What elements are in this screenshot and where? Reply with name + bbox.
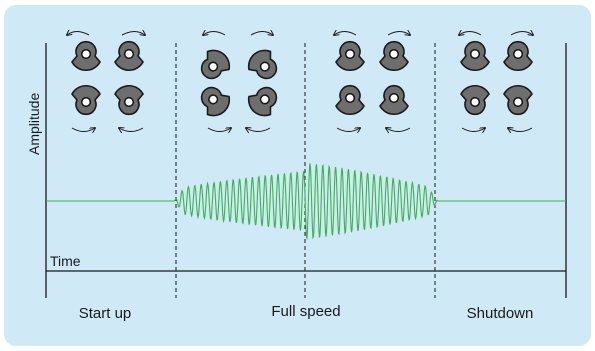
rotation-arrow-icon: [67, 32, 90, 36]
phase-label-fullspeed: Full speed: [271, 303, 340, 320]
rotation-arrow-icon: [203, 32, 226, 36]
eccentric-weight-icon: [335, 40, 365, 72]
eccentric-weight-icon: [379, 84, 409, 116]
eccentric-weight-icon: [503, 40, 533, 72]
phase-label-startup: Start up: [79, 305, 132, 322]
vibration-signal: [46, 163, 566, 241]
eccentric-weight-icon: [503, 84, 533, 116]
eccentric-weight-icon: [193, 80, 236, 122]
rotation-arrow-icon: [207, 128, 231, 132]
eccentric-weight-icon: [71, 40, 101, 72]
rotation-arrow-icon: [119, 128, 144, 132]
eccentric-weight-icon: [460, 40, 490, 72]
weights-fullspeed-late: [334, 32, 410, 132]
rotation-arrow-icon: [386, 128, 411, 132]
eccentric-weight-icon: [460, 84, 490, 116]
rotation-arrow-icon: [387, 32, 410, 36]
eccentric-weight-icon: [379, 40, 409, 72]
eccentric-weight-icon: [242, 44, 285, 86]
rotation-arrow-icon: [250, 32, 273, 36]
rotation-arrow-icon: [246, 128, 271, 132]
rotation-arrow-icon: [508, 128, 533, 132]
eccentric-weight-icon: [114, 84, 144, 116]
eccentric-weight-icon: [114, 40, 144, 72]
rotation-arrow-icon: [121, 32, 145, 36]
rotation-arrow-icon: [334, 32, 357, 36]
rotation-arrow-icon: [459, 32, 482, 36]
rotation-arrow-icon: [336, 128, 360, 132]
eccentric-weight-icon: [71, 84, 101, 116]
rotation-arrow-icon: [510, 32, 533, 36]
eccentric-weight-icon: [335, 84, 365, 116]
rotation-arrow-icon: [461, 128, 485, 132]
weights-startup: [67, 32, 145, 132]
y-axis-label: Amplitude: [26, 93, 42, 155]
eccentric-weight-icon: [242, 80, 285, 122]
phase-label-shutdown: Shutdown: [467, 305, 534, 322]
x-axis-label: Time: [50, 253, 81, 269]
weights-shutdown: [459, 32, 533, 132]
eccentric-weight-icon: [193, 44, 236, 86]
weights-fullspeed-early: [193, 32, 285, 132]
rotation-arrow-icon: [71, 128, 95, 132]
